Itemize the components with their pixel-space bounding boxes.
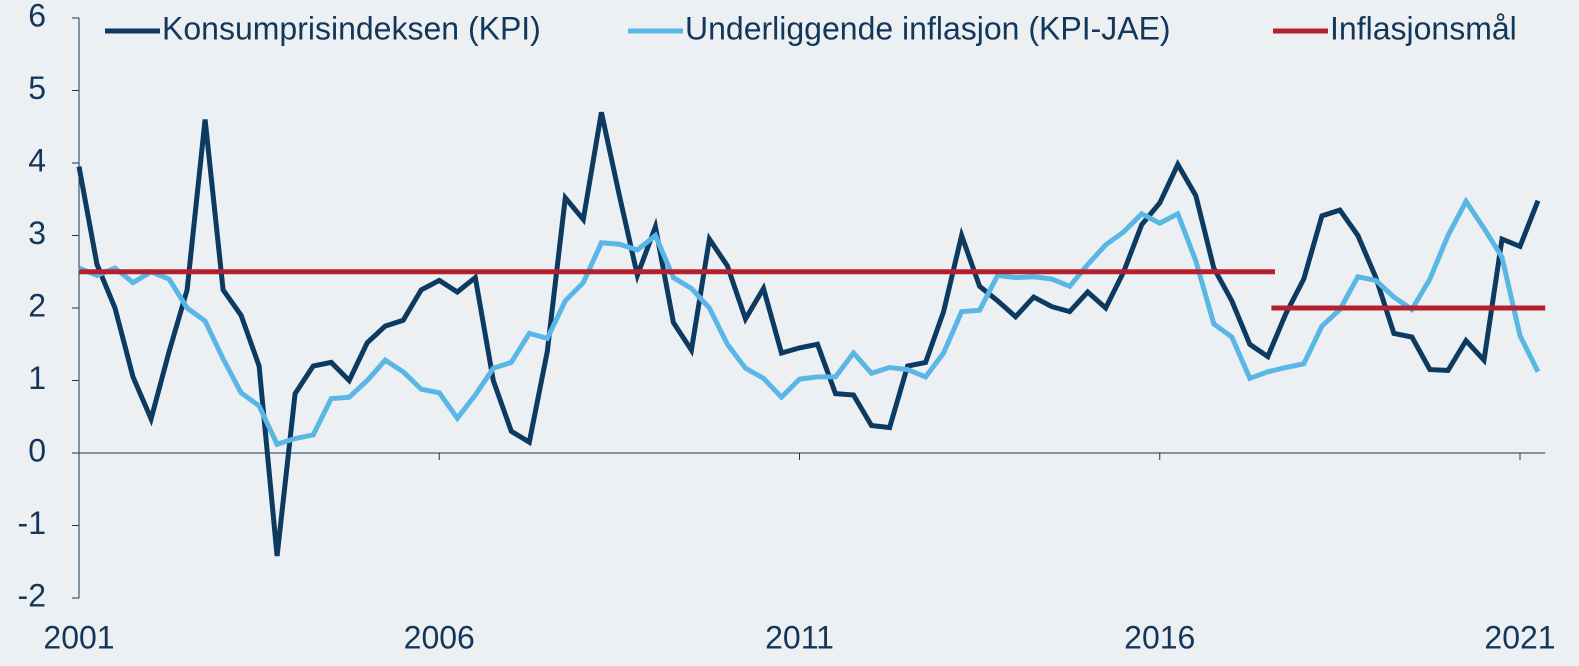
x-tick-label: 2006 [404,619,475,655]
legend-label: Underliggende inflasjon (KPI-JAE) [685,10,1171,46]
x-tick-label: 2021 [1484,619,1555,655]
x-tick-label: 2011 [765,619,834,655]
x-tick-label: 2016 [1124,619,1195,655]
series-line [76,111,1541,557]
y-tick-label: 3 [28,215,46,251]
y-tick-label: -2 [18,577,46,613]
x-tick-label: 2001 [43,619,114,655]
y-tick-label: 1 [28,360,46,396]
y-tick-label: 4 [28,142,46,178]
y-tick-label: 6 [28,0,46,33]
series-line [79,269,1546,311]
legend-label: Konsumprisindeksen (KPI) [162,10,541,46]
y-tick-label: -1 [18,505,46,541]
y-tick-label: 2 [28,287,46,323]
y-tick-label: 5 [28,70,46,106]
legend-label: Inflasjonsmål [1330,10,1517,46]
y-tick-label: 0 [28,432,46,468]
series-line [78,196,1541,448]
